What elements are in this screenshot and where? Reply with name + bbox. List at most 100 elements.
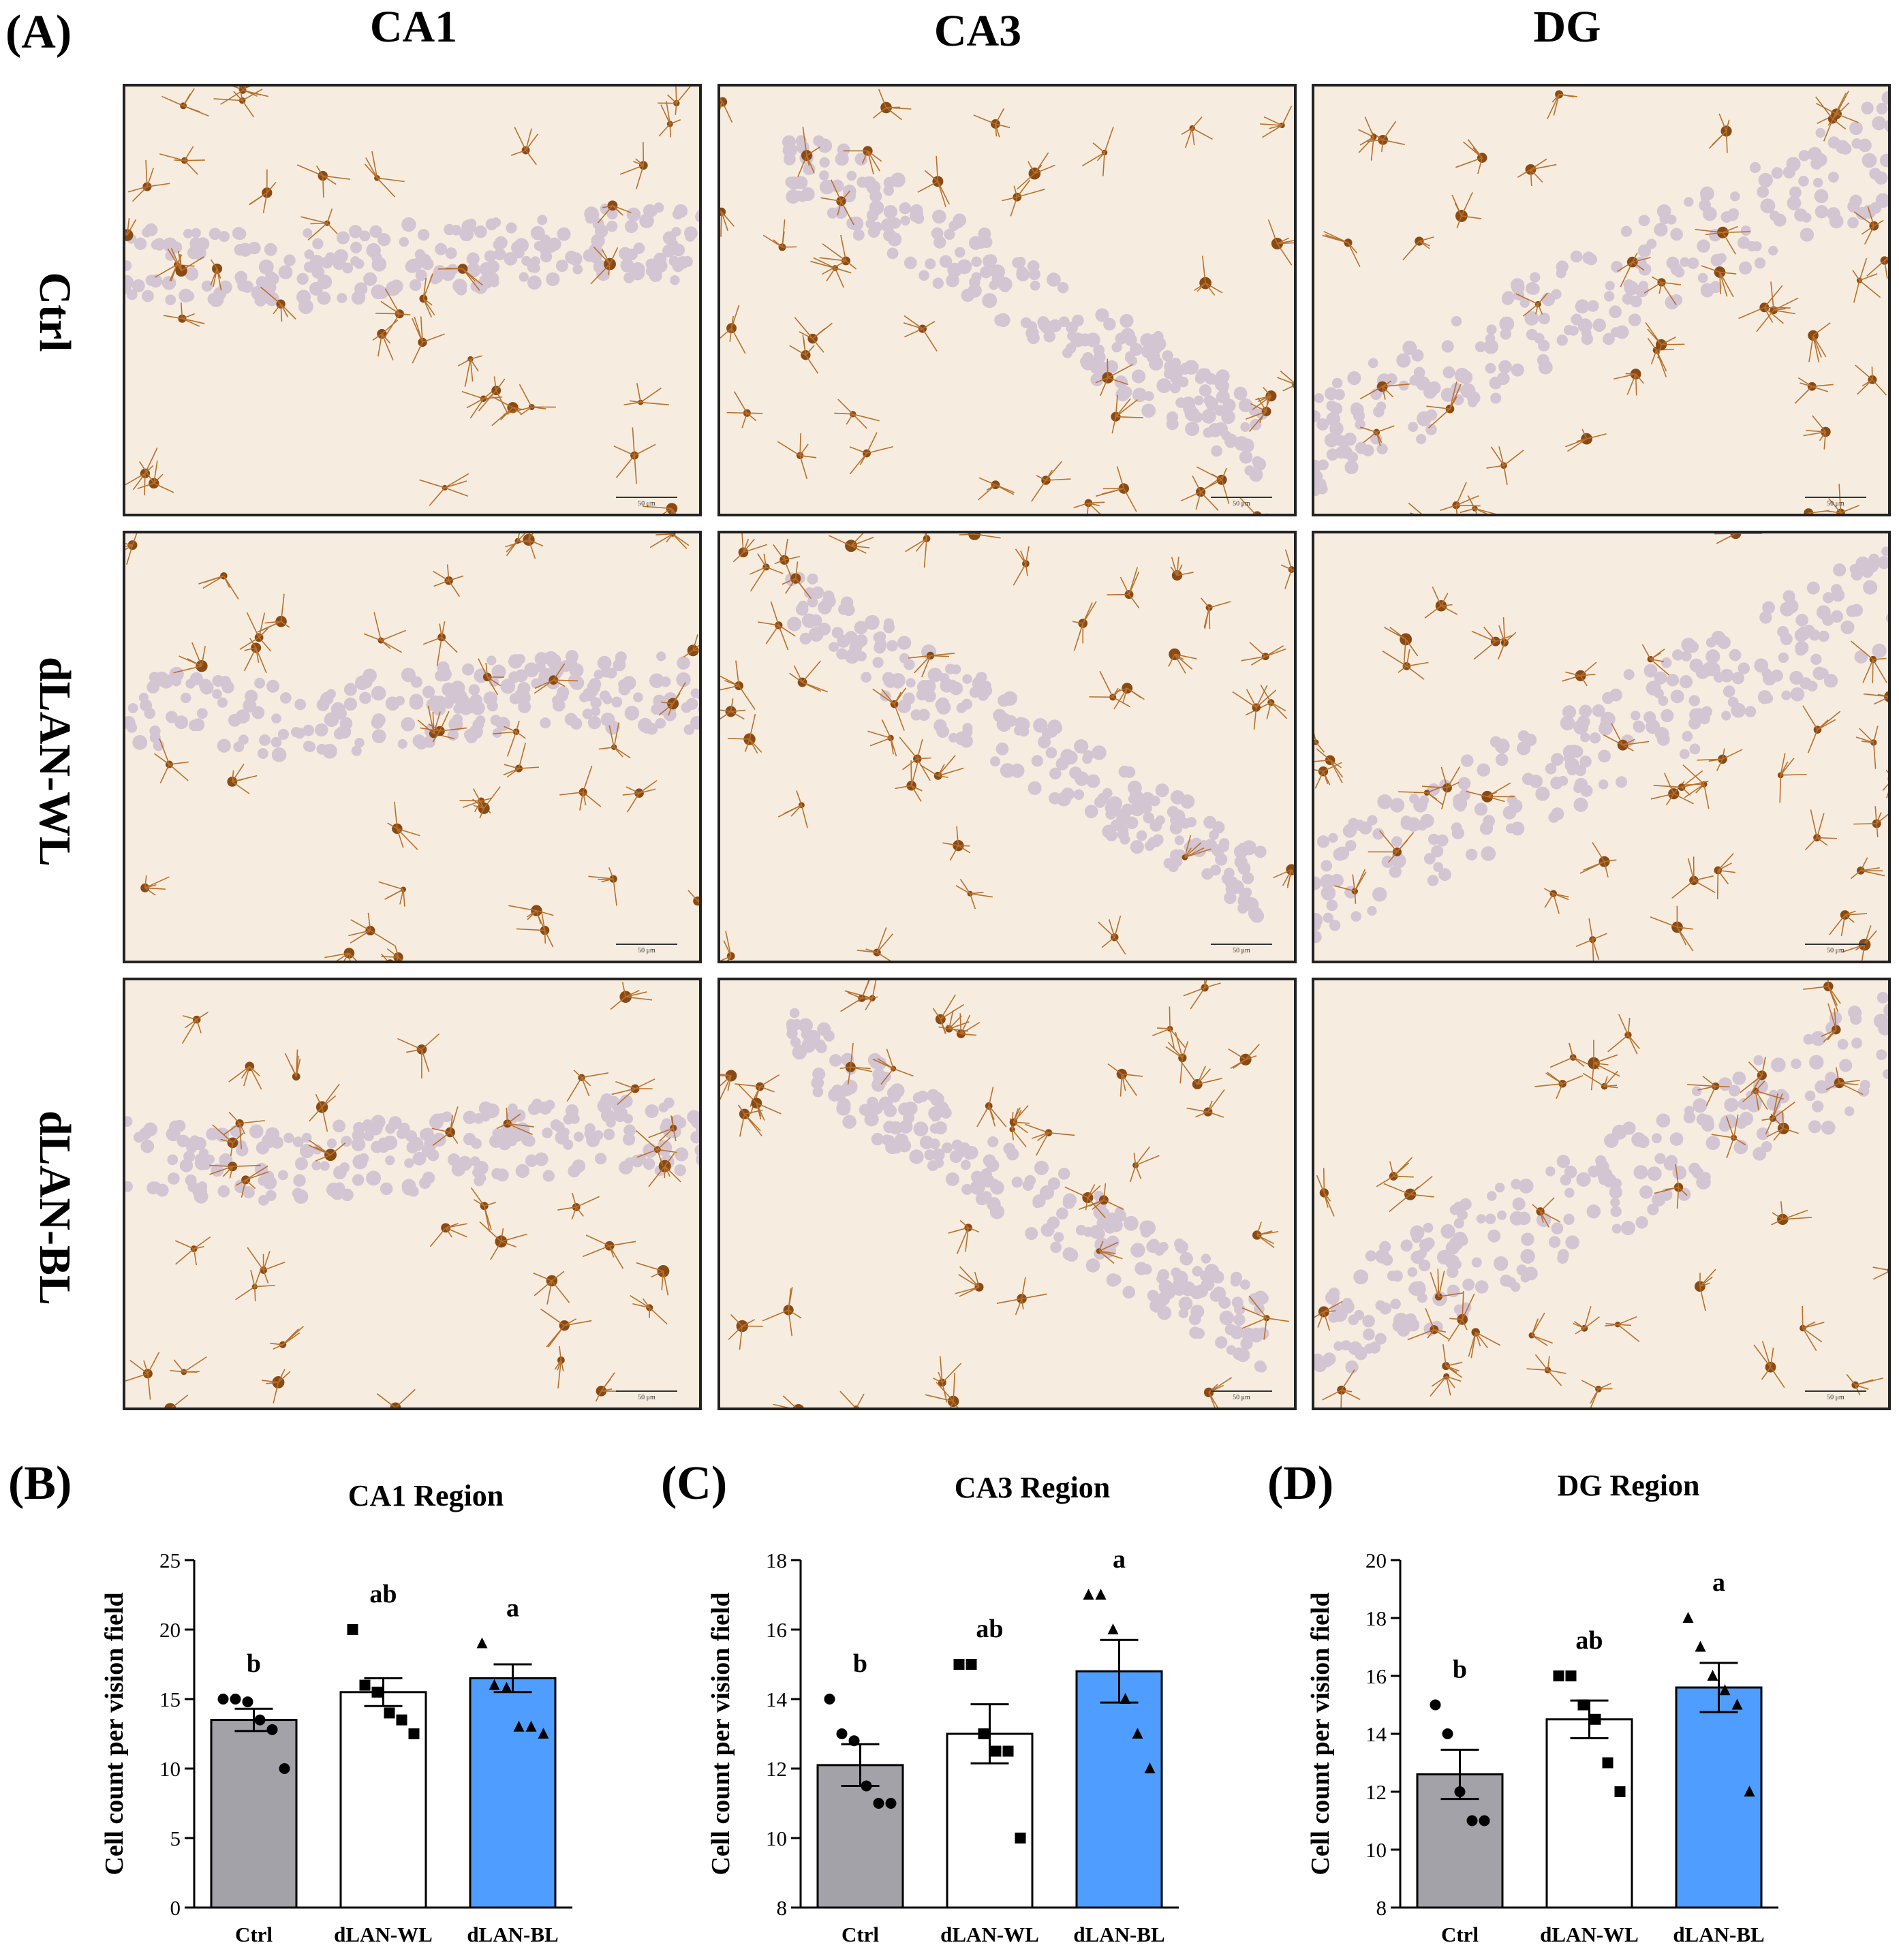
y-tick-label: 12 — [766, 1757, 787, 1781]
data-point — [1107, 1623, 1119, 1634]
scale-bar-label: 50 μm — [638, 1394, 655, 1401]
cell-layer-band — [1314, 546, 1888, 944]
bar-ctrl — [816, 1764, 904, 1909]
data-point — [242, 1696, 253, 1708]
scale-bar-label: 50 μm — [1233, 500, 1250, 508]
scale-bar-label: 50 μm — [1233, 1394, 1250, 1401]
x-tick-label: Ctrl — [842, 1923, 879, 1946]
scale-bar-label: 50 μm — [1827, 500, 1844, 508]
cell-layer-band — [125, 1093, 699, 1206]
x-tick-label: Ctrl — [235, 1923, 273, 1946]
data-point — [1479, 1815, 1490, 1826]
data-point — [384, 1707, 395, 1719]
y-tick-label: 16 — [766, 1618, 787, 1642]
y-tick-label: 10 — [159, 1757, 181, 1781]
y-tick-label: 20 — [159, 1618, 181, 1642]
microglia-cells — [720, 980, 1289, 1407]
y-tick-label: 10 — [1365, 1838, 1387, 1862]
column-title-ca1: CA1 — [369, 2, 458, 52]
data-point — [347, 1624, 358, 1635]
data-point — [1565, 1670, 1577, 1681]
micrograph-dg-dlan-bl: 50 μm — [1312, 978, 1891, 1410]
micrograph-dg-ctrl: 50 μm — [1312, 84, 1891, 516]
bar-dlan-bl — [469, 1677, 557, 1909]
significance-letter: ab — [369, 1580, 397, 1608]
data-point — [1015, 1833, 1026, 1844]
data-point — [513, 1720, 525, 1732]
bar-dlan-bl — [1675, 1686, 1763, 1909]
microglia-cells — [1314, 533, 1888, 961]
data-point — [1719, 1684, 1731, 1696]
y-tick-label: 18 — [766, 1549, 787, 1572]
panel-label-d: (D) — [1267, 1457, 1334, 1510]
microglia-cells — [125, 87, 692, 514]
data-point — [1553, 1670, 1564, 1681]
chart-title-ca1: CA1 Region — [348, 1479, 504, 1512]
y-tick-label: 25 — [159, 1549, 181, 1572]
x-tick-label: Ctrl — [1441, 1923, 1479, 1946]
microglia-cells — [125, 533, 699, 961]
data-point — [978, 1728, 989, 1739]
x-tick-label: dLAN-BL — [1073, 1923, 1164, 1946]
microglia-cells — [1314, 980, 1888, 1407]
cell-layer-band — [125, 650, 699, 762]
data-point — [1430, 1699, 1441, 1711]
y-tick-label: 8 — [1376, 1896, 1387, 1920]
chart-title-ca3: CA3 Region — [954, 1471, 1111, 1504]
significance-letter: ab — [976, 1615, 1003, 1643]
y-tick-label: 8 — [777, 1896, 788, 1920]
microglia-cells — [125, 982, 681, 1407]
y-tick-label: 5 — [170, 1826, 181, 1850]
data-point — [1707, 1670, 1718, 1681]
data-point — [953, 1659, 965, 1670]
micrograph-ca1-dlan-bl: 50 μm — [123, 978, 702, 1410]
y-tick-label: 14 — [766, 1687, 788, 1711]
data-point — [1083, 1589, 1094, 1600]
bar-dlan-bl — [1075, 1670, 1163, 1909]
cell-layer-band — [1314, 991, 1888, 1374]
data-point — [861, 1780, 872, 1792]
chart-ca3-region: Cell count per vision field 8 10 12 14 16 18 b C… — [709, 1545, 1179, 1946]
data-point — [1466, 1815, 1478, 1826]
data-point — [254, 1714, 266, 1726]
bar-ctrl — [210, 1719, 298, 1909]
data-point — [1454, 1786, 1466, 1797]
column-title-dg: DG — [1533, 2, 1601, 52]
data-point — [408, 1728, 420, 1739]
micrograph-ca1-dlan-wl: 50 μm — [123, 531, 702, 963]
panel-label-b: (B) — [8, 1457, 72, 1510]
data-point — [1144, 1762, 1156, 1773]
micrograph-dg-dlan-wl: 50 μm — [1312, 531, 1891, 963]
cell-layer-band — [125, 202, 699, 314]
data-point — [824, 1694, 835, 1705]
micrograph-ca1-ctrl: 50 μm — [123, 84, 702, 516]
y-tick-label: 15 — [159, 1687, 181, 1711]
scale-bar-label: 50 μm — [1827, 1394, 1844, 1401]
data-point — [266, 1724, 278, 1735]
bar-dlan-wl — [339, 1691, 427, 1909]
data-point — [1577, 1699, 1589, 1711]
data-point — [217, 1694, 229, 1705]
x-tick-label: dLAN-WL — [334, 1923, 433, 1946]
data-point — [279, 1763, 290, 1774]
x-tick-label: dLAN-WL — [940, 1923, 1039, 1946]
data-point — [230, 1694, 241, 1705]
micrograph-ca3-dlan-bl: 50 μm — [717, 978, 1297, 1410]
data-point — [966, 1659, 977, 1670]
data-point — [1731, 1698, 1743, 1710]
y-tick-label: 20 — [1365, 1549, 1387, 1572]
row-title-dlan-bl: dLAN-BL — [30, 1110, 80, 1306]
data-point — [538, 1728, 549, 1739]
data-point — [885, 1798, 897, 1809]
bar-dlan-wl — [1545, 1718, 1633, 1909]
cell-layer-band — [785, 572, 1267, 923]
micrograph-ca3-ctrl: 50 μm — [717, 84, 1297, 516]
row-title-dlan-wl: dLAN-WL — [30, 656, 80, 867]
data-point — [1602, 1757, 1614, 1769]
significance-letter: a — [506, 1593, 519, 1622]
y-tick-label: 0 — [170, 1896, 181, 1920]
significance-letter: b — [1453, 1655, 1467, 1684]
significance-letter: a — [1712, 1568, 1725, 1597]
scale-bar-label: 50 μm — [638, 500, 655, 508]
data-point — [1132, 1728, 1143, 1739]
